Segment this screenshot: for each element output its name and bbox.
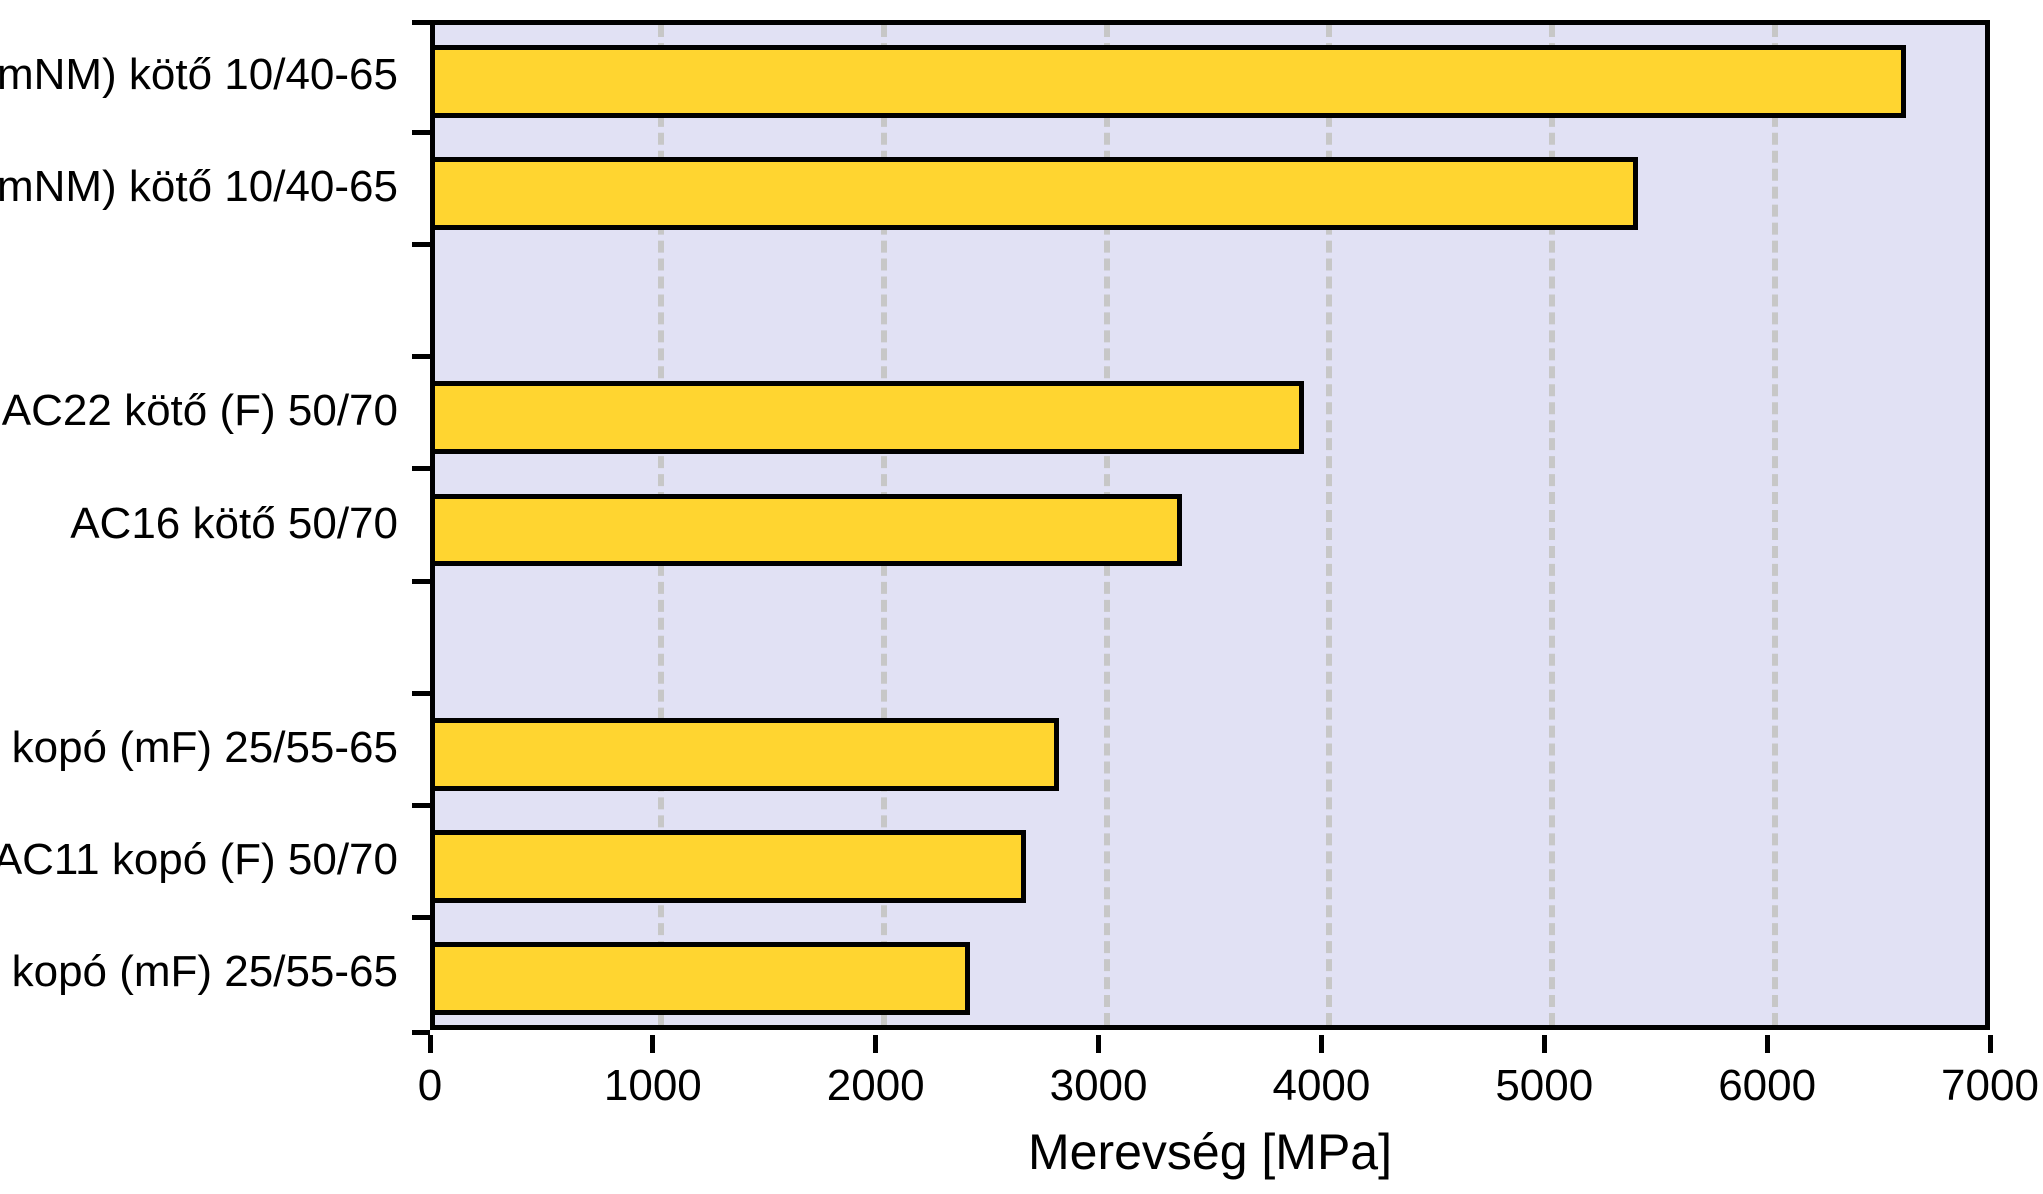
- x-tick: [1542, 1035, 1547, 1053]
- x-tick-label: 4000: [1272, 1061, 1370, 1111]
- category-label: AC11 kopó (mF) 25/55-65: [0, 723, 398, 773]
- x-axis-title: Merevség [MPa]: [1028, 1123, 1392, 1181]
- stiffness-bar-chart: Merevség [MPa] 0 1000 2000 3000 4000 5000 6000…: [0, 0, 2043, 1194]
- y-tick: [412, 579, 430, 584]
- bar: [435, 157, 1638, 230]
- x-tick-label: 2000: [827, 1061, 925, 1111]
- bar: [435, 381, 1304, 454]
- x-tick-label: 3000: [1050, 1061, 1148, 1111]
- y-tick: [412, 691, 430, 696]
- category-label: AC16 kötő 50/70: [70, 499, 398, 549]
- y-tick: [412, 130, 430, 135]
- x-tick: [1096, 1035, 1101, 1053]
- plot-area: [430, 20, 1990, 1030]
- x-tick: [650, 1035, 655, 1053]
- y-tick: [412, 20, 430, 25]
- category-label: AC16 (mNM) kötő 10/40-65: [0, 162, 398, 212]
- x-tick-label: 5000: [1495, 1061, 1593, 1111]
- x-tick-label: 7000: [1941, 1061, 2039, 1111]
- bar: [435, 45, 1906, 118]
- category-label: AC22 (mNM) kötő 10/40-65: [0, 50, 398, 100]
- bar: [435, 494, 1182, 567]
- y-tick: [412, 915, 430, 920]
- y-tick: [412, 466, 430, 471]
- bar: [435, 718, 1059, 791]
- x-tick: [1988, 1035, 1993, 1053]
- bar: [435, 942, 970, 1015]
- category-label: AC11 kopó (F) 50/70: [0, 835, 398, 885]
- y-tick: [412, 354, 430, 359]
- y-tick: [412, 242, 430, 247]
- y-tick: [412, 1030, 430, 1035]
- bar: [435, 830, 1026, 903]
- category-label: AC22 kötő (F) 50/70: [2, 386, 398, 436]
- x-tick: [428, 1035, 433, 1053]
- x-tick-label: 6000: [1718, 1061, 1816, 1111]
- x-tick-label: 1000: [604, 1061, 702, 1111]
- x-tick: [1765, 1035, 1770, 1053]
- x-tick: [1319, 1035, 1324, 1053]
- grid-line: [1772, 25, 1778, 1025]
- category-label: SMA11 kopó (mF) 25/55-65: [0, 947, 398, 997]
- x-tick-label: 0: [418, 1061, 442, 1111]
- y-tick: [412, 803, 430, 808]
- x-tick: [873, 1035, 878, 1053]
